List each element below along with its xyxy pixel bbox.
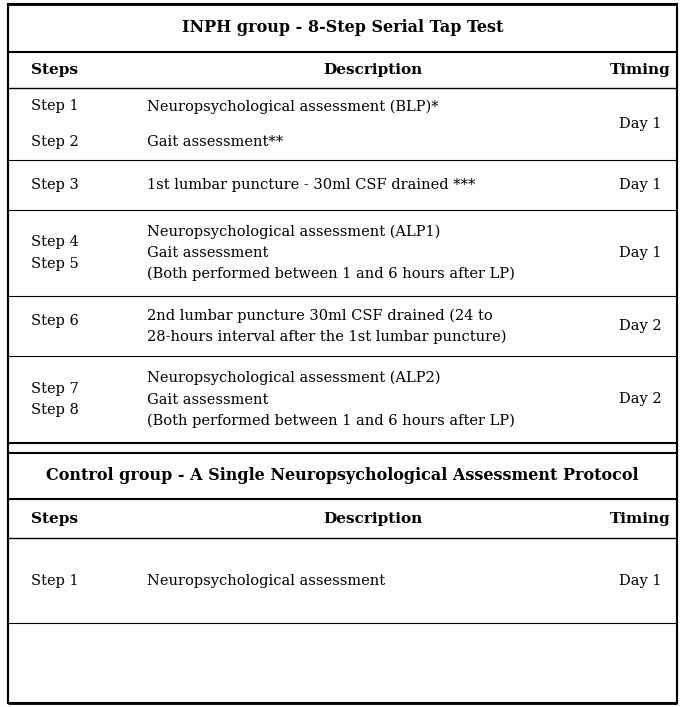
Text: 2nd lumbar puncture 30ml CSF drained (24 to: 2nd lumbar puncture 30ml CSF drained (24… bbox=[147, 308, 493, 322]
Text: (Both performed between 1 and 6 hours after LP): (Both performed between 1 and 6 hours af… bbox=[147, 267, 515, 281]
Text: Gait assessment**: Gait assessment** bbox=[147, 134, 284, 148]
Text: Timing: Timing bbox=[610, 63, 671, 77]
Text: Neuropsychological assessment (ALP1): Neuropsychological assessment (ALP1) bbox=[147, 225, 440, 239]
Text: Step 1: Step 1 bbox=[31, 99, 79, 113]
Text: Day 2: Day 2 bbox=[619, 392, 662, 407]
Text: Neuropsychological assessment (ALP2): Neuropsychological assessment (ALP2) bbox=[147, 371, 440, 385]
Text: Step 4: Step 4 bbox=[31, 235, 79, 250]
Text: Step 1: Step 1 bbox=[31, 573, 79, 588]
Text: Timing: Timing bbox=[610, 511, 671, 525]
Text: Step 8: Step 8 bbox=[31, 403, 79, 417]
Text: Day 1: Day 1 bbox=[619, 117, 662, 131]
Text: Description: Description bbox=[324, 511, 423, 525]
Text: Step 3: Step 3 bbox=[31, 178, 79, 192]
Text: Step 7: Step 7 bbox=[31, 382, 79, 396]
Text: Steps: Steps bbox=[31, 511, 78, 525]
Text: Day 1: Day 1 bbox=[619, 246, 662, 260]
Text: Steps: Steps bbox=[31, 63, 78, 77]
Text: Neuropsychological assessment: Neuropsychological assessment bbox=[147, 573, 386, 588]
Text: Day 1: Day 1 bbox=[619, 573, 662, 588]
Text: (Both performed between 1 and 6 hours after LP): (Both performed between 1 and 6 hours af… bbox=[147, 414, 515, 428]
Text: Step 2: Step 2 bbox=[31, 134, 79, 148]
Text: Control group - A Single Neuropsychological Assessment Protocol: Control group - A Single Neuropsychologi… bbox=[47, 467, 638, 484]
Text: Description: Description bbox=[324, 63, 423, 77]
Text: Neuropsychological assessment (BLP)*: Neuropsychological assessment (BLP)* bbox=[147, 99, 439, 114]
Text: Gait assessment: Gait assessment bbox=[147, 392, 269, 407]
Text: Gait assessment: Gait assessment bbox=[147, 246, 269, 260]
Text: INPH group - 8-Step Serial Tap Test: INPH group - 8-Step Serial Tap Test bbox=[182, 20, 503, 37]
Text: Step 5: Step 5 bbox=[31, 257, 79, 271]
Text: Day 2: Day 2 bbox=[619, 319, 662, 333]
Text: 1st lumbar puncture - 30ml CSF drained ***: 1st lumbar puncture - 30ml CSF drained *… bbox=[147, 178, 475, 192]
Text: Step 6: Step 6 bbox=[31, 314, 79, 328]
Text: 28-hours interval after the 1st lumbar puncture): 28-hours interval after the 1st lumbar p… bbox=[147, 329, 507, 344]
Text: Day 1: Day 1 bbox=[619, 178, 662, 192]
